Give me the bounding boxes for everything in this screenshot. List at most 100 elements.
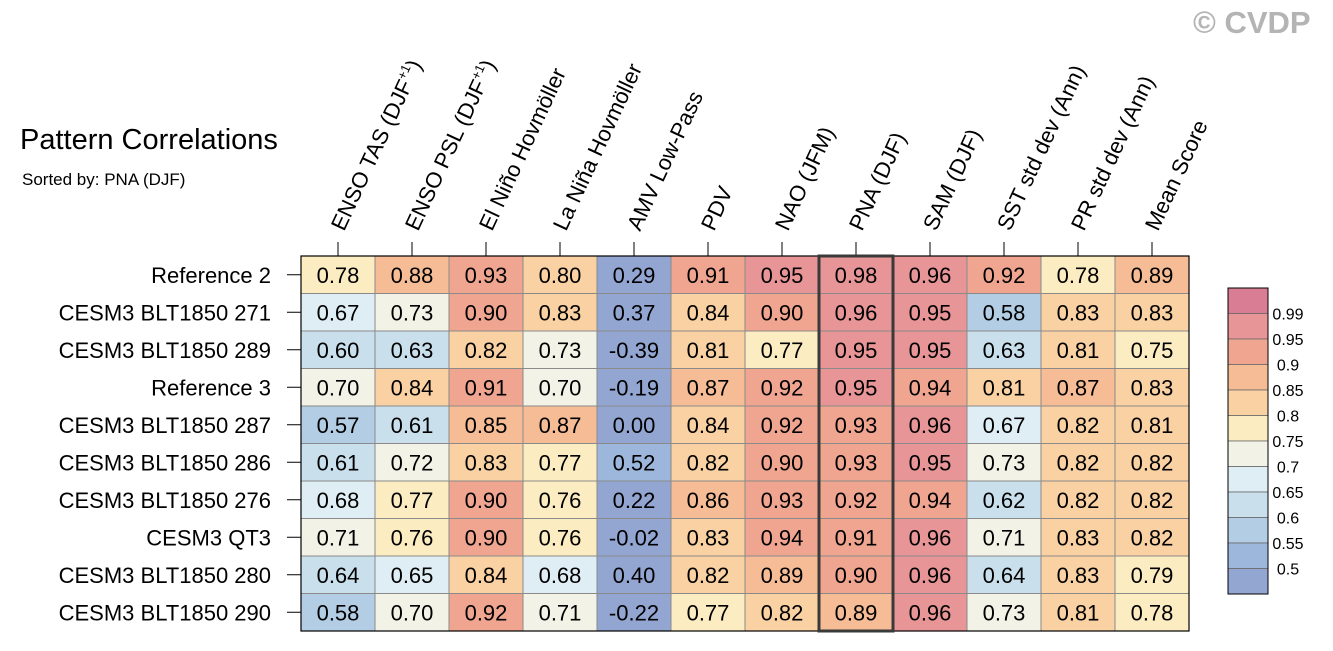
colorbar-label: 0.75: [1272, 434, 1303, 451]
row-label-reference-2: Reference 2: [151, 263, 271, 288]
cell-value-label: 0.76: [391, 525, 434, 550]
heatmap-cell: [671, 406, 745, 444]
heatmap-cell: [819, 556, 893, 594]
highlight-box: [817, 254, 895, 633]
cell-value-label: 0.68: [539, 563, 582, 588]
heatmap-cell: [301, 368, 375, 406]
cell-value-label: 0.91: [687, 263, 730, 288]
cell-value-label: 0.73: [983, 600, 1026, 625]
cell-value-label: 0.87: [687, 375, 730, 400]
cell-value-label: 0.61: [317, 450, 360, 475]
cell-value-label: 0.89: [761, 563, 804, 588]
colorbar-swatch: [1227, 466, 1269, 493]
cell-value-label: 0.94: [909, 488, 952, 513]
row-label-reference-3: Reference 3: [151, 375, 271, 400]
heatmap-cell: [745, 593, 819, 631]
cell-value-label: 0.81: [1131, 413, 1174, 438]
heatmap-cell: [301, 556, 375, 594]
heatmap-cell: [375, 593, 449, 631]
cell-value-label: 0.76: [539, 488, 582, 513]
cell-value-label: 0.68: [317, 488, 360, 513]
heatmap-cell: [745, 518, 819, 556]
cell-value-label: 0.73: [983, 450, 1026, 475]
heatmap-cell: [597, 293, 671, 331]
cell-value-label: 0.82: [1057, 450, 1100, 475]
colorbar-swatch: [1227, 415, 1269, 442]
cell-value-label: 0.83: [1131, 375, 1174, 400]
heatmap-cell: [1115, 593, 1189, 631]
heatmap-cell: [523, 443, 597, 481]
colorbar-frame: [1227, 287, 1269, 595]
colorbar-label: 0.95: [1272, 332, 1303, 349]
cell-value-label: 0.78: [1131, 600, 1174, 625]
heatmap-cell: [597, 406, 671, 444]
heatmap-cell: [1041, 481, 1115, 519]
heatmap-cell: [1115, 556, 1189, 594]
cell-value-label: 0.78: [317, 263, 360, 288]
heatmap-cell: [597, 556, 671, 594]
heatmap-cell: [375, 331, 449, 369]
cell-value-label: 0.91: [465, 375, 508, 400]
heatmap-cell: [893, 256, 967, 294]
colorbar-swatch: [1227, 389, 1269, 416]
cell-value-label: 0.92: [983, 263, 1026, 288]
cell-value-label: 0.75: [1131, 338, 1174, 363]
heatmap-cell: [967, 293, 1041, 331]
cell-value-label: 0.64: [317, 563, 360, 588]
colorbar-swatch: [1227, 491, 1269, 518]
heatmap-cell: [597, 256, 671, 294]
cell-value-label: 0.96: [835, 300, 878, 325]
cell-value-label: 0.79: [1131, 563, 1174, 588]
cell-value-label: 0.96: [909, 413, 952, 438]
heatmap-cell: [301, 293, 375, 331]
cell-value-label: 0.90: [465, 488, 508, 513]
heatmap-cell: [1041, 293, 1115, 331]
heatmap-cell: [745, 368, 819, 406]
heatmap-cell: [449, 406, 523, 444]
cell-value-label: 0.84: [687, 413, 730, 438]
cell-value-label: 0.96: [909, 563, 952, 588]
cell-value-label: 0.81: [983, 375, 1026, 400]
heatmap-values: 0.78 0.88 0.93 0.80 0.29 0.91 0.95 0.98 0.96 0.92…: [317, 263, 1174, 626]
column-label-pna-djf: PNA (DJF): [844, 128, 911, 234]
cell-value-label: 0.96: [909, 263, 952, 288]
heatmap-cell: [1115, 481, 1189, 519]
heatmap-cell: [375, 556, 449, 594]
heatmap-cell: [893, 368, 967, 406]
chart-title: Pattern Correlations: [20, 124, 278, 156]
cell-value-label: 0.70: [391, 600, 434, 625]
cell-value-label: 0.82: [687, 563, 730, 588]
cell-value-label: 0.83: [1057, 563, 1100, 588]
cell-value-label: 0.83: [1131, 300, 1174, 325]
heatmap-cell: [745, 293, 819, 331]
heatmap-cell: [967, 331, 1041, 369]
heatmap-cell: [449, 556, 523, 594]
heatmap-cell: [1115, 256, 1189, 294]
cell-value-label: 0.93: [835, 413, 878, 438]
heatmap-cell: [1041, 556, 1115, 594]
row-label-cesm3-blt1850-276: CESM3 BLT1850 276: [59, 488, 271, 513]
cell-value-label: 0.84: [687, 300, 730, 325]
cell-value-label: 0.83: [539, 300, 582, 325]
column-label-pdv: PDV: [696, 182, 738, 234]
heatmap-cell: [523, 331, 597, 369]
heatmap-cell: [597, 368, 671, 406]
cell-value-label: 0.93: [835, 450, 878, 475]
heatmap-cell: [745, 406, 819, 444]
cell-value-label: 0.80: [539, 263, 582, 288]
colorbar-label: 0.99: [1272, 307, 1303, 324]
cell-value-label: 0.82: [1131, 488, 1174, 513]
heatmap-cell: [967, 593, 1041, 631]
heatmap-cell: [893, 556, 967, 594]
cell-value-label: 0.70: [539, 375, 582, 400]
cell-value-label: 0.90: [761, 300, 804, 325]
heatmap-cell: [597, 331, 671, 369]
cell-value-label: 0.70: [317, 375, 360, 400]
cell-value-label: 0.58: [317, 600, 360, 625]
cell-value-label: 0.87: [1057, 375, 1100, 400]
cell-value-label: 0.63: [983, 338, 1026, 363]
heatmap-cell: [671, 368, 745, 406]
heatmap-cell: [449, 518, 523, 556]
heatmap-cell: [671, 556, 745, 594]
heatmap-cell: [523, 518, 597, 556]
